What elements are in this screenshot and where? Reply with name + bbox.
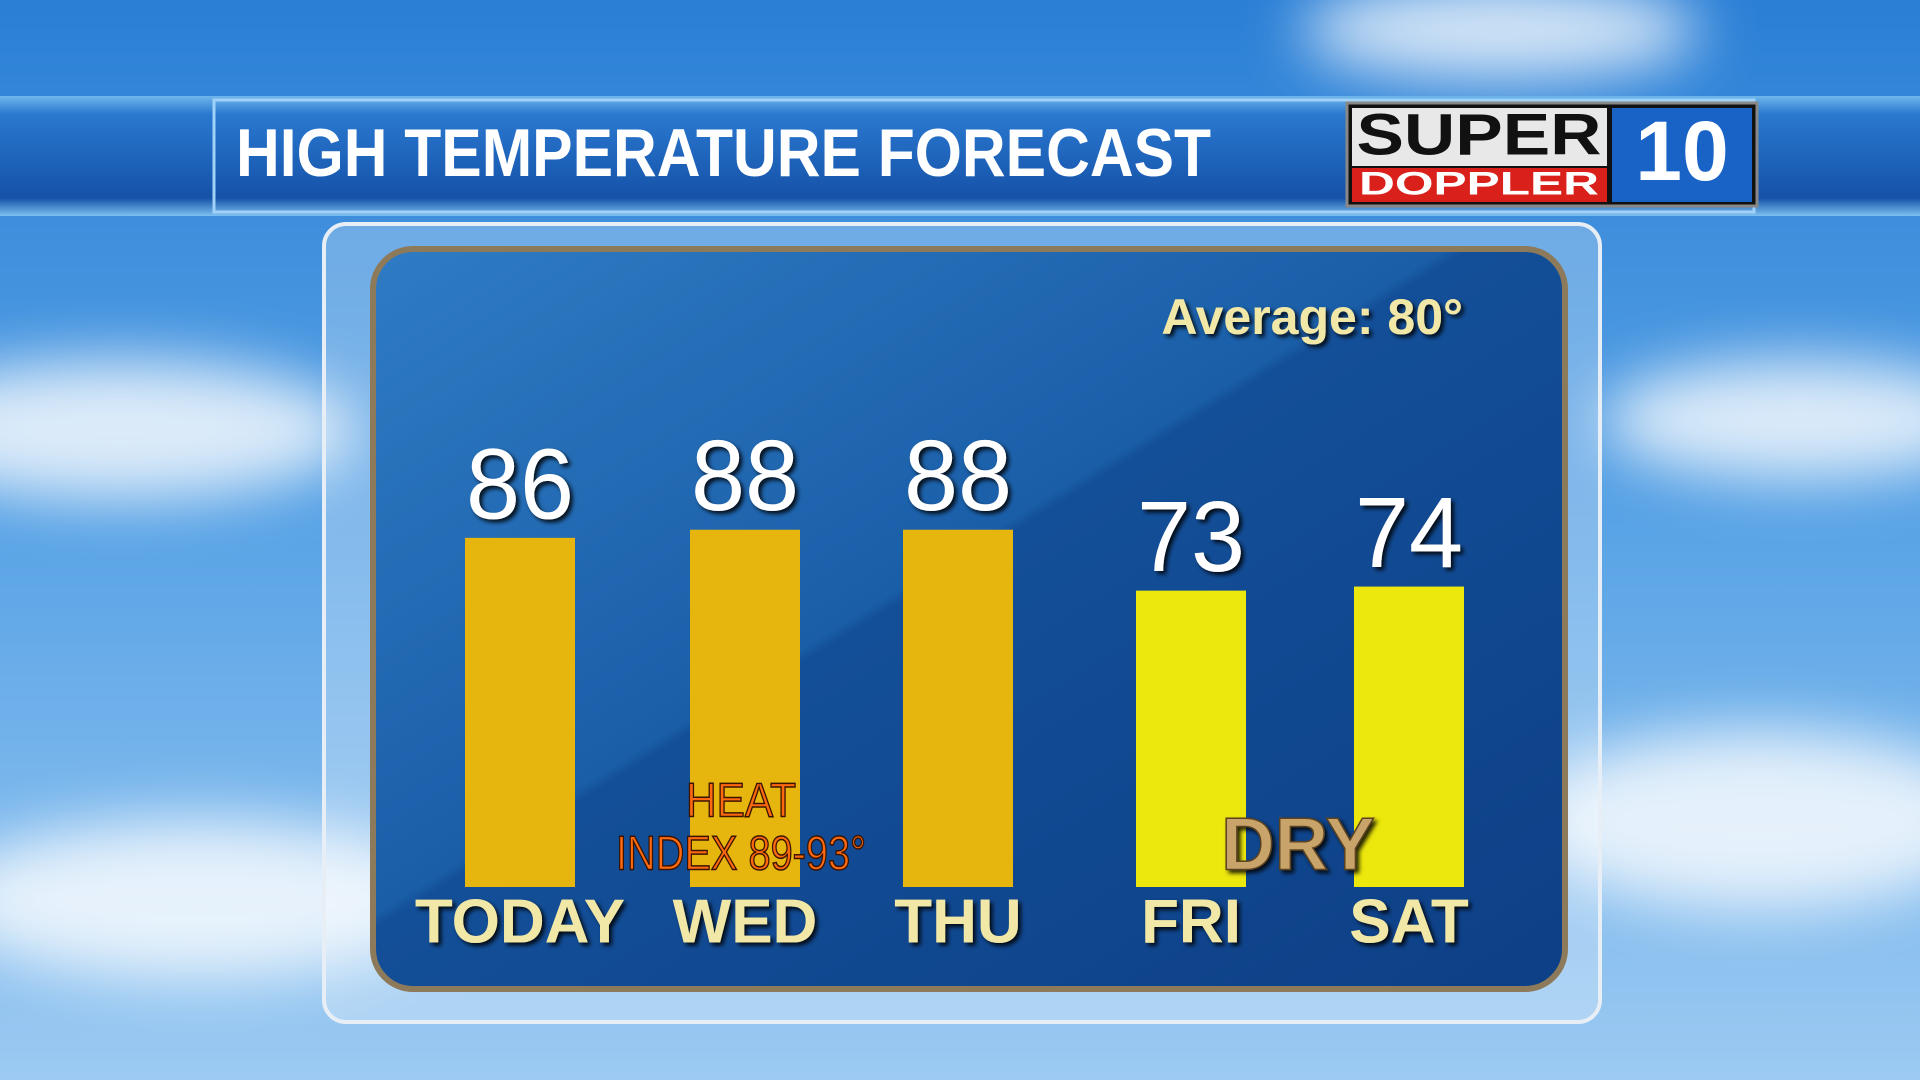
heat-index-annotation: HEAT (686, 775, 796, 828)
dry-annotation: DRY (1221, 803, 1375, 886)
value-label: 86 (466, 428, 574, 540)
category-label: SAT (1349, 887, 1469, 956)
category-label: THU (894, 887, 1021, 956)
value-label: 88 (904, 420, 1012, 532)
value-label: 74 (1355, 477, 1463, 589)
logo-doppler: DOPPLER (1359, 165, 1599, 201)
bar (1354, 586, 1464, 887)
bar (1136, 590, 1246, 887)
bar (903, 529, 1013, 887)
heat-index-annotation: INDEX 89-93° (616, 828, 866, 881)
category-label: FRI (1141, 887, 1241, 956)
category-label: TODAY (415, 887, 625, 956)
header-title: HIGH TEMPERATURE FORECAST (236, 115, 1211, 191)
bar (465, 537, 575, 887)
logo-number: 10 (1635, 104, 1728, 198)
value-label: 73 (1137, 481, 1245, 593)
logo-number-box (1612, 108, 1752, 202)
bar (690, 529, 800, 887)
value-label: 88 (691, 420, 799, 532)
logo-super: SUPER (1357, 102, 1602, 167)
bars (465, 529, 1464, 887)
clouds (0, 0, 1920, 980)
logo-doppler-box (1352, 168, 1607, 202)
logo: SUPER DOPPLER 10 (1345, 101, 1759, 208)
category-label: WED (673, 887, 818, 956)
logo-super-box (1352, 108, 1607, 166)
average-annotation: Average: 80° (1161, 289, 1463, 345)
